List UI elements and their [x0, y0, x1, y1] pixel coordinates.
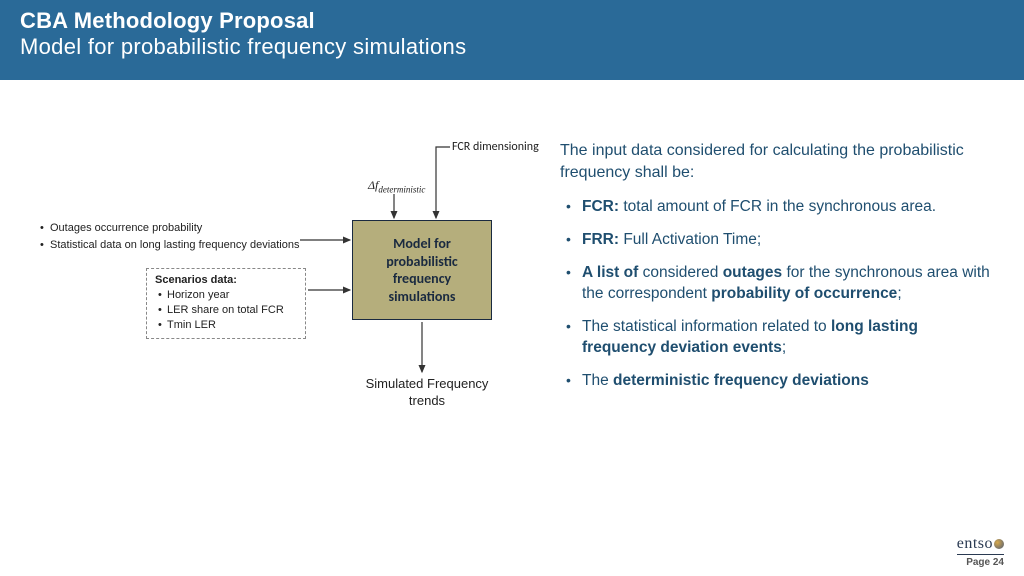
bullet-rest: Full Activation Time; [619, 231, 761, 248]
slide-header: CBA Methodology Proposal Model for proba… [0, 0, 1024, 80]
left-input-item: Outages occurrence probability [40, 220, 300, 237]
bullet-item: A list of considered outages for the syn… [560, 263, 994, 305]
bullet-strong: FRR: [582, 231, 619, 248]
slide-subtitle: Model for probabilistic frequency simula… [20, 34, 1004, 60]
slide-content: FCR dimensioning Δfdeterministic Outages… [0, 80, 1024, 540]
logo-text: entso [957, 535, 993, 552]
input-fcr-label: FCR dimensioning [452, 140, 539, 154]
bullet-list: FCR: total amount of FCR in the synchron… [560, 197, 994, 391]
intro-text: The input data considered for calculatin… [560, 140, 994, 183]
slide-footer: entso Page 24 [957, 535, 1004, 568]
deltaf-subscript: deterministic [378, 184, 425, 194]
scenarios-item: Tmin LER [155, 318, 297, 333]
output-label: Simulated Frequency trends [362, 376, 492, 410]
scenarios-item: Horizon year [155, 288, 297, 303]
diagram-panel: FCR dimensioning Δfdeterministic Outages… [0, 80, 560, 540]
bullet-item: FRR: Full Activation Time; [560, 230, 994, 251]
bullet-item: The statistical information related to l… [560, 317, 994, 359]
text-panel: The input data considered for calculatin… [560, 80, 1024, 540]
left-input-list: Outages occurrence probability Statistic… [40, 220, 300, 253]
model-box: Model for probabilistic frequency simula… [352, 220, 492, 320]
scenarios-title: Scenarios data: [155, 273, 297, 288]
deltaf-symbol: Δf [368, 178, 378, 192]
entsoe-logo: entso [957, 535, 1004, 555]
page-number: Page 24 [957, 557, 1004, 568]
scenarios-box: Scenarios data: Horizon year LER share o… [146, 268, 306, 339]
input-deltaf-label: Δfdeterministic [368, 178, 425, 194]
bullet-rest: total amount of FCR in the synchronous a… [619, 198, 936, 215]
scenarios-item: LER share on total FCR [155, 303, 297, 318]
bullet-strong: FCR: [582, 198, 619, 215]
logo-dot-icon [994, 539, 1004, 549]
left-input-item: Statistical data on long lasting frequen… [40, 237, 300, 254]
slide-title: CBA Methodology Proposal [20, 8, 1004, 34]
bullet-item: FCR: total amount of FCR in the synchron… [560, 197, 994, 218]
bullet-item: The deterministic frequency deviations [560, 371, 994, 392]
